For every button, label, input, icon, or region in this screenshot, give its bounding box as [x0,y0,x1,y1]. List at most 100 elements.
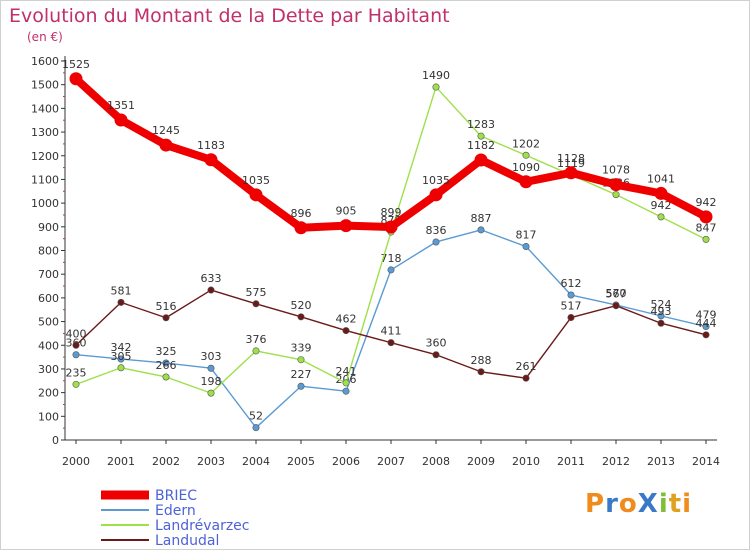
x-tick-label: 2005 [287,455,315,468]
data-label: 633 [201,272,222,285]
data-label: 444 [696,317,717,330]
data-point [657,319,665,327]
y-tick-label: 1600 [31,55,59,68]
x-tick-label: 2009 [467,455,495,468]
data-point [297,382,305,390]
legend-label: Landudal [155,533,219,549]
data-point [699,210,713,224]
data-point [387,266,395,274]
data-point [522,242,530,250]
data-label: 376 [246,333,267,346]
data-label: 847 [696,221,717,234]
data-point [162,373,170,381]
data-point [567,314,575,322]
y-tick-label: 300 [38,363,59,376]
x-tick-label: 2011 [557,455,585,468]
data-label: 400 [66,327,87,340]
data-label: 493 [651,305,672,318]
data-point [567,291,575,299]
y-tick-label: 1100 [31,173,59,186]
data-label: 1035 [242,174,270,187]
data-label: 570 [606,287,627,300]
legend-label: BRIEC [155,488,197,504]
data-label: 1035 [422,174,450,187]
data-label: 567 [606,288,627,301]
data-point [702,323,710,331]
data-point [117,355,125,363]
y-tick-label: 0 [52,434,59,447]
data-label: 612 [561,277,582,290]
logo-letter: X [637,489,659,519]
data-label: 1182 [467,139,495,152]
x-tick-label: 2013 [647,455,675,468]
y-tick-label: 1300 [31,126,59,139]
logo-letter: o [618,489,638,519]
data-point [72,341,80,349]
data-label: 241 [336,365,357,378]
x-tick-label: 2007 [377,455,405,468]
data-label: 1283 [467,118,495,131]
y-tick-label: 700 [38,268,59,281]
data-label: 942 [696,196,717,209]
y-tick-label: 1000 [31,197,59,210]
data-label: 718 [381,252,402,265]
data-point [702,331,710,339]
proxiti-logo: ProXiti [585,489,692,519]
data-point [609,178,623,192]
data-label: 899 [381,206,402,219]
data-label: 305 [111,350,132,363]
data-point [429,188,443,202]
x-tick-label: 2001 [107,455,135,468]
y-tick-label: 100 [38,410,59,423]
data-label: 261 [516,360,537,373]
data-point [612,302,620,310]
data-label: 896 [291,207,312,220]
data-point [522,151,530,159]
logo-letter: i [682,489,693,519]
data-label: 227 [291,368,312,381]
data-point [252,424,260,432]
x-tick-label: 2000 [62,455,90,468]
data-point [207,389,215,397]
data-point [294,221,308,235]
y-tick-label: 1400 [31,102,59,115]
data-point [654,186,668,200]
y-tick-label: 1500 [31,79,59,92]
data-point [159,138,173,152]
data-point [702,235,710,243]
data-label: 517 [561,300,582,313]
data-point [432,238,440,246]
data-point [69,72,83,86]
data-point [474,153,488,167]
x-tick-label: 2003 [197,455,225,468]
data-label: 516 [156,300,177,313]
data-label: 325 [156,345,177,358]
data-label: 1490 [422,69,450,82]
data-point [657,312,665,320]
x-tick-label: 2002 [152,455,180,468]
data-point [477,368,485,376]
y-tick-label: 800 [38,245,59,258]
data-point [162,359,170,367]
data-label: 1078 [602,164,630,177]
data-label: 52 [249,410,263,423]
data-label: 581 [111,284,132,297]
x-tick-label: 2014 [692,455,720,468]
data-label: 905 [336,205,357,218]
legend-label: Landrévarzec [155,518,249,534]
data-point [204,153,218,167]
data-point [252,300,260,308]
data-label: 817 [516,228,537,241]
data-label: 1119 [557,157,585,170]
data-point [72,380,80,388]
data-point [297,356,305,364]
data-label: 942 [651,199,672,212]
data-point [477,132,485,140]
data-point [342,379,350,387]
y-tick-label: 600 [38,292,59,305]
data-label: 1245 [152,124,180,137]
y-tick-label: 500 [38,316,59,329]
data-label: 235 [66,366,87,379]
data-label: 462 [336,313,357,326]
